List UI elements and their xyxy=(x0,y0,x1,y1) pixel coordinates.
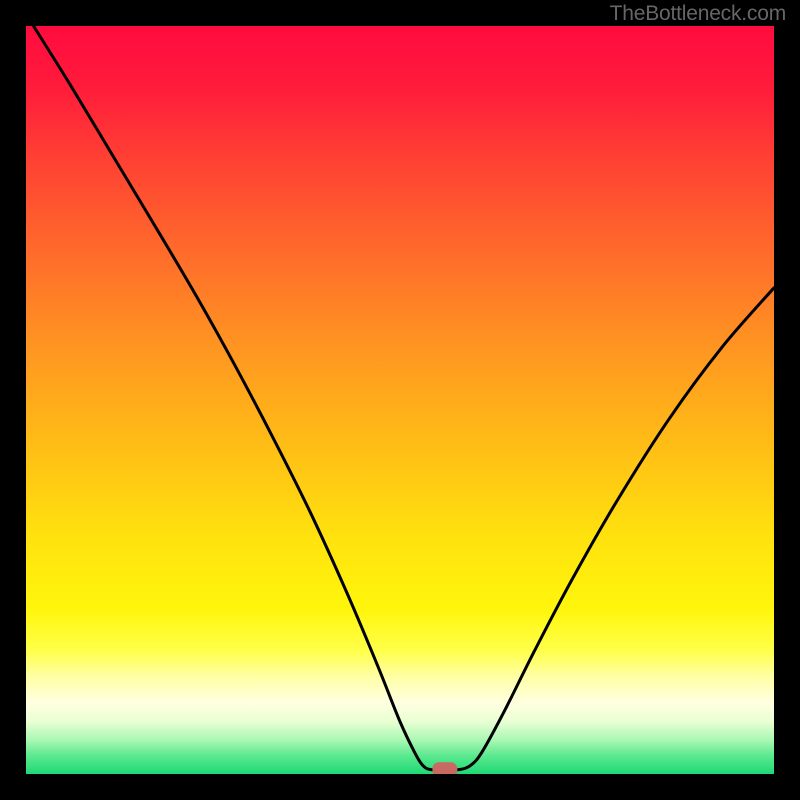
bottleneck-curve-chart xyxy=(26,26,774,774)
chart-background xyxy=(26,26,774,774)
chart-plot-area xyxy=(26,26,774,774)
watermark-label: TheBottleneck.com xyxy=(610,2,786,26)
optimal-point-marker xyxy=(433,763,457,774)
